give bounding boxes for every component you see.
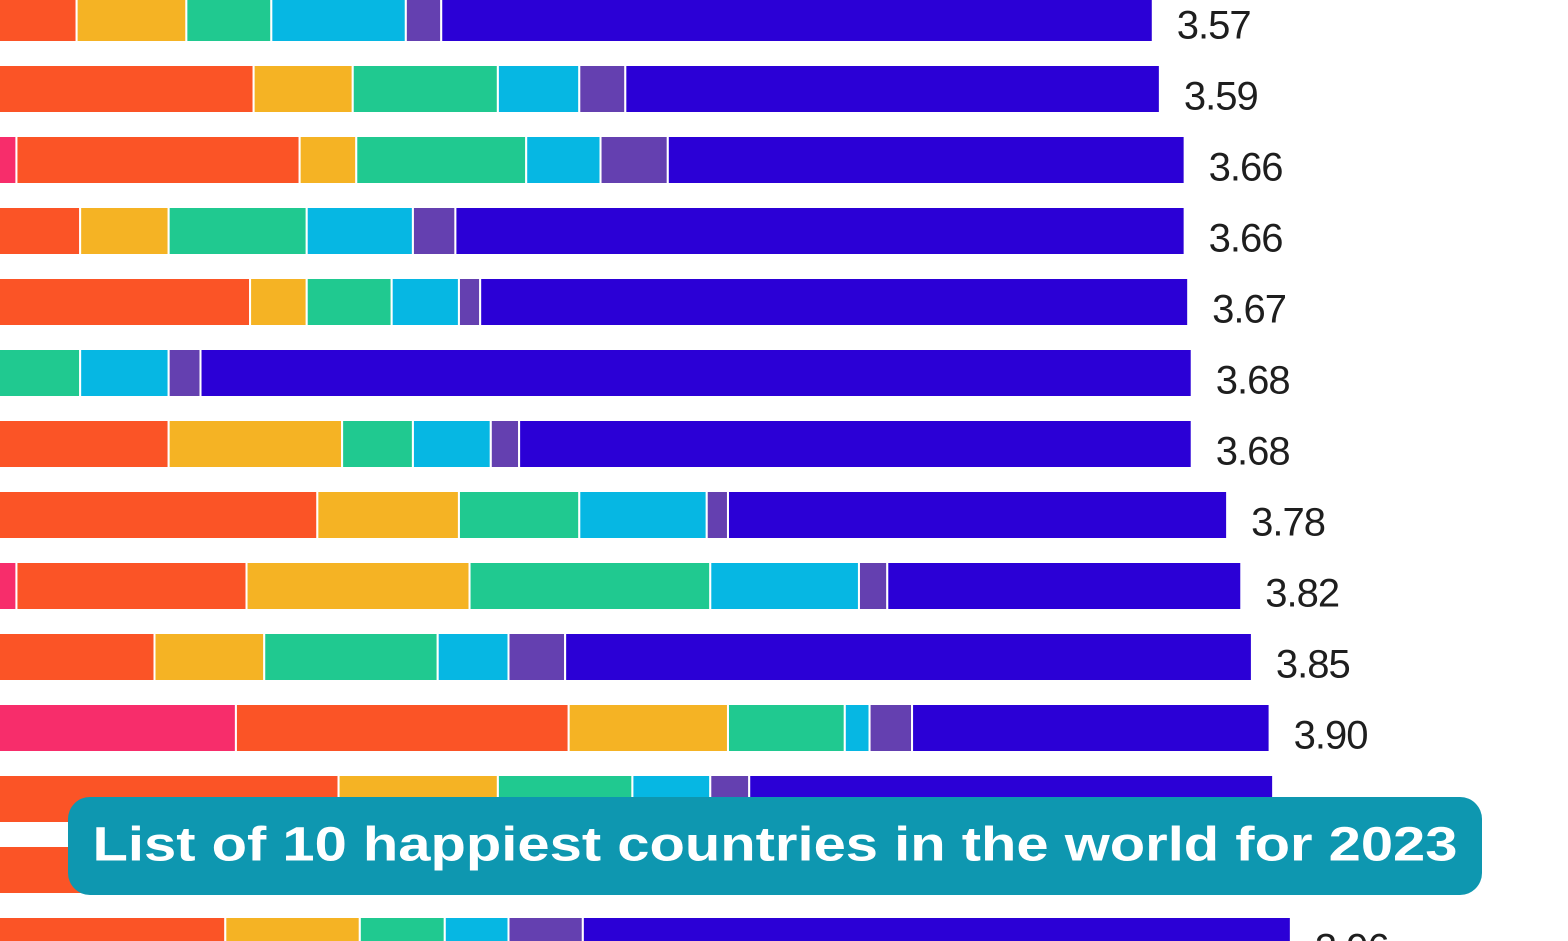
bar-segment — [15, 561, 248, 611]
bar-segment — [726, 703, 846, 753]
bar-segment — [578, 490, 708, 540]
bar-segment — [599, 135, 669, 185]
bar-segment — [0, 490, 319, 540]
bar-segment — [0, 0, 78, 43]
bar-segment — [525, 135, 602, 185]
bar-segment — [167, 419, 344, 469]
total-label: 3.90 — [1294, 714, 1368, 758]
bar-segment — [496, 64, 581, 114]
bar-segment — [305, 277, 393, 327]
bar-segment — [355, 135, 528, 185]
total-label: 3.67 — [1212, 288, 1286, 332]
total-label: 3.85 — [1276, 643, 1350, 687]
total-label: 3.96 — [1315, 927, 1389, 941]
total-label: 3.59 — [1184, 75, 1258, 119]
bar-segment — [167, 348, 202, 398]
bar-segment — [581, 916, 1292, 941]
bar-segment — [567, 703, 729, 753]
total-label: 3.66 — [1209, 217, 1283, 261]
bar-segment — [489, 419, 521, 469]
bar-segment — [0, 916, 227, 941]
bar-segment — [153, 632, 266, 682]
total-label: 3.57 — [1177, 4, 1251, 48]
total-label: 3.82 — [1265, 572, 1339, 616]
bar-segment — [224, 916, 361, 941]
bar-segment — [454, 206, 1186, 256]
bar-segment — [468, 561, 712, 611]
bar-segment — [0, 206, 82, 256]
bar-segment — [886, 561, 1243, 611]
chart-title: List of 10 happiest countries in the wor… — [93, 819, 1458, 872]
bar-segment — [443, 916, 510, 941]
bar-segment — [411, 419, 492, 469]
bar-segment — [624, 64, 1161, 114]
bar-segment — [245, 561, 471, 611]
bar-segment — [507, 916, 584, 941]
bar-segment — [298, 135, 358, 185]
bar-segment — [0, 561, 18, 611]
bar-segment — [457, 277, 482, 327]
bar-segment — [390, 277, 460, 327]
bar-segment — [507, 632, 567, 682]
bar-segment — [578, 64, 627, 114]
bar-segment — [316, 490, 460, 540]
bar-segment — [305, 206, 414, 256]
bar-segment — [0, 64, 255, 114]
bar-segment — [263, 632, 439, 682]
total-label: 3.68 — [1216, 430, 1290, 474]
bar-segment — [0, 348, 82, 398]
bar-segment — [185, 0, 273, 43]
bar-segment — [252, 64, 354, 114]
bar-segment — [564, 632, 1253, 682]
bar-segment — [857, 561, 889, 611]
bar-segment — [15, 135, 301, 185]
bar-segment — [351, 64, 499, 114]
bar-segment — [234, 703, 570, 753]
bar-segment — [358, 916, 446, 941]
bar-segment — [79, 206, 170, 256]
bar-segment — [75, 0, 188, 43]
bar-segment — [0, 135, 18, 185]
bar-segment — [0, 632, 156, 682]
bar-segment — [404, 0, 443, 43]
banner-background — [68, 797, 1482, 895]
bar-segment — [666, 135, 1186, 185]
bar-segment — [457, 490, 581, 540]
total-label: 3.78 — [1251, 501, 1325, 545]
bar-segment — [0, 703, 237, 753]
bar-segment — [341, 419, 414, 469]
bar-segment — [705, 490, 729, 540]
bar-segment — [440, 0, 1154, 43]
bars: 3.57 3.59 3.66 3.66 3.67 3.68 3.68 3.78 3.82 3.85… — [0, 0, 1390, 941]
bar-segment — [518, 419, 1193, 469]
bar-segment — [0, 277, 252, 327]
banner: List of 10 happiest countries in the wor… — [68, 797, 1482, 895]
bar-segment — [868, 703, 914, 753]
bar-segment — [0, 419, 170, 469]
bar-segment — [270, 0, 407, 43]
bar-segment — [199, 348, 1193, 398]
total-label: 3.68 — [1216, 359, 1290, 403]
bar-segment — [709, 561, 860, 611]
bar-segment — [167, 206, 308, 256]
bar-segment — [411, 206, 457, 256]
bar-segment — [249, 277, 308, 327]
bar-segment — [726, 490, 1229, 540]
bar-segment — [79, 348, 170, 398]
total-label: 3.66 — [1209, 146, 1283, 190]
bar-segment — [843, 703, 871, 753]
bar-segment — [479, 277, 1190, 327]
bar-segment — [911, 703, 1271, 753]
bar-segment — [436, 632, 510, 682]
